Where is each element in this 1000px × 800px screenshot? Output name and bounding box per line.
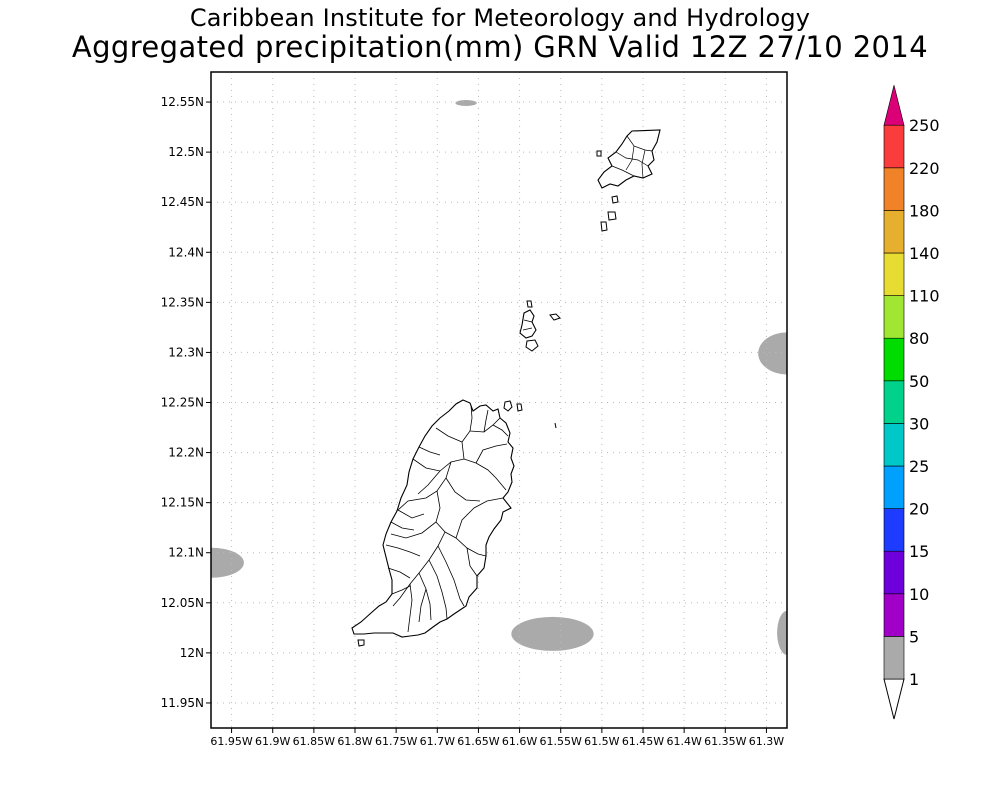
colorbar-upper-arrow	[883, 85, 905, 126]
colorbar-swatch	[883, 124, 905, 169]
x-tick-label: 61.7W	[420, 735, 455, 748]
colorbar-label: 140	[909, 244, 940, 263]
figure-title: Caribbean Institute for Meteorology and …	[189, 4, 811, 32]
islet-outline	[596, 150, 602, 157]
y-tick-label: 11.95N	[161, 696, 204, 710]
y-tick-label: 12.45N	[161, 195, 204, 209]
colorbar-label: 30	[909, 414, 929, 433]
islet-outline	[516, 403, 523, 412]
x-tick-label: 61.6W	[502, 735, 537, 748]
precipitation-area-south-patch	[511, 616, 594, 651]
x-tick-label: 61.65W	[457, 735, 499, 748]
colorbar-label: 25	[909, 457, 929, 476]
x-tick-label: 61.3W	[749, 735, 784, 748]
precipitation-layer	[211, 100, 787, 655]
map-axes: 61.95W 61.9W 61.85W 61.8W 61.75W 61.7W 61.65W 6…	[161, 95, 785, 748]
grenada-parish-boundaries	[385, 404, 509, 633]
islet-outline	[526, 300, 533, 308]
precipitation-area-east-patch-lower	[777, 610, 787, 655]
x-tick-label: 61.35W	[704, 735, 746, 748]
colorbar-lower-arrow	[883, 678, 905, 720]
x-tick-label: 61.45W	[622, 735, 664, 748]
x-tick-label: 61.95W	[210, 735, 252, 748]
islet-outline	[525, 339, 539, 352]
islet-outline	[554, 422, 557, 429]
y-tick-label: 12N	[180, 646, 204, 660]
x-tick-label: 61.4W	[666, 735, 701, 748]
colorbar-label: 220	[909, 159, 940, 178]
x-tick-label: 61.5W	[584, 735, 619, 748]
precipitation-area-north-patch	[455, 100, 477, 107]
islet-outline	[503, 400, 513, 412]
colorbar-swatch	[883, 550, 905, 595]
y-tick-label: 12.35N	[161, 295, 204, 309]
colorbar-swatch	[883, 252, 905, 296]
colorbar-label: 250	[909, 116, 940, 135]
colorbar-label: 110	[909, 287, 940, 306]
islet-outline	[611, 195, 619, 204]
carriacou-island-outline	[519, 309, 537, 339]
colorbar-label: 50	[909, 372, 929, 391]
colorbar-swatch	[883, 593, 905, 637]
y-tick-label: 12.2N	[168, 446, 204, 460]
colorbar-swatch	[883, 508, 905, 552]
y-tick-label: 12.1N	[168, 546, 204, 560]
islet-outline	[600, 221, 608, 232]
y-tick-label: 12.4N	[168, 245, 204, 259]
colorbar-swatch	[883, 295, 905, 339]
y-tick-label: 12.55N	[161, 95, 204, 109]
grenadines-boundaries	[611, 135, 653, 179]
colorbar-swatch	[883, 210, 905, 254]
colorbar-swatch	[883, 423, 905, 467]
y-tick-label: 12.25N	[161, 396, 204, 410]
x-tick-label: 61.8W	[337, 735, 372, 748]
colorbar-swatch	[883, 380, 905, 424]
carriacou-boundaries	[522, 319, 533, 331]
grenada-island-outline	[351, 399, 515, 638]
colorbar-label: 80	[909, 329, 929, 348]
grenadines-island-outline	[597, 129, 661, 189]
colorbar-label: 20	[909, 500, 929, 519]
map-gridlines	[211, 72, 787, 728]
y-tick-label: 12.5N	[168, 145, 204, 159]
colorbar-label: 180	[909, 201, 940, 220]
y-tick-label: 12.15N	[161, 496, 204, 510]
colorbar-label: 10	[909, 585, 929, 604]
colorbar-label: 15	[909, 542, 929, 561]
y-tick-label: 12.3N	[168, 345, 204, 359]
colorbar-swatch	[883, 465, 905, 509]
precipitation-area-east-patch-upper	[758, 332, 787, 375]
x-tick-label: 61.85W	[293, 735, 335, 748]
islet-outline	[607, 211, 617, 221]
map-frame	[210, 71, 788, 729]
y-tick-label: 12.05N	[161, 596, 204, 610]
figure-subtitle: Aggregated precipitation(mm) GRN Valid 1…	[71, 30, 929, 64]
x-tick-label: 61.9W	[255, 735, 290, 748]
x-tick-label: 61.75W	[375, 735, 417, 748]
x-tick-label: 61.55W	[540, 735, 582, 748]
colorbar-label: 5	[909, 627, 919, 646]
colorbar-swatch	[883, 337, 905, 382]
precipitation-area-west-patch	[211, 547, 244, 578]
islet-outline	[357, 639, 365, 647]
colorbar-label: 1	[909, 670, 919, 689]
coastline-layer	[351, 129, 661, 647]
islet-outline	[549, 313, 561, 321]
colorbar-swatch	[883, 167, 905, 211]
colorbar-swatch	[883, 636, 905, 680]
